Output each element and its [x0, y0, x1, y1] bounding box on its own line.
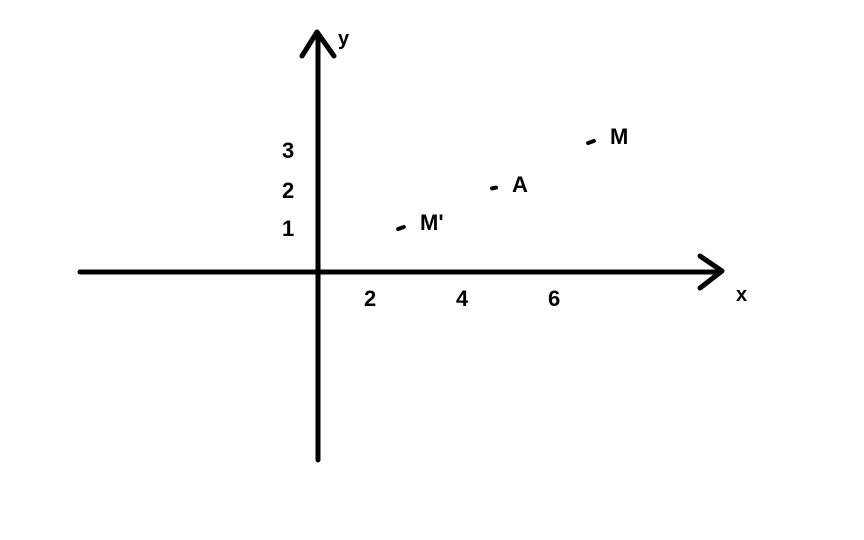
- x-tick-2: 2: [364, 286, 376, 312]
- y-tick-2: 2: [282, 178, 294, 204]
- x-tick-4: 4: [456, 286, 468, 312]
- y-axis-label: y: [338, 28, 349, 51]
- point-label-M: M: [610, 124, 628, 150]
- point-label-A: A: [512, 172, 528, 198]
- point-label-Mprime: M': [420, 210, 444, 236]
- y-tick-1: 1: [282, 216, 294, 242]
- y-tick-3: 3: [282, 138, 294, 164]
- x-tick-6: 6: [548, 286, 560, 312]
- x-axis-label: x: [736, 284, 747, 307]
- coordinate-plane: [0, 0, 864, 540]
